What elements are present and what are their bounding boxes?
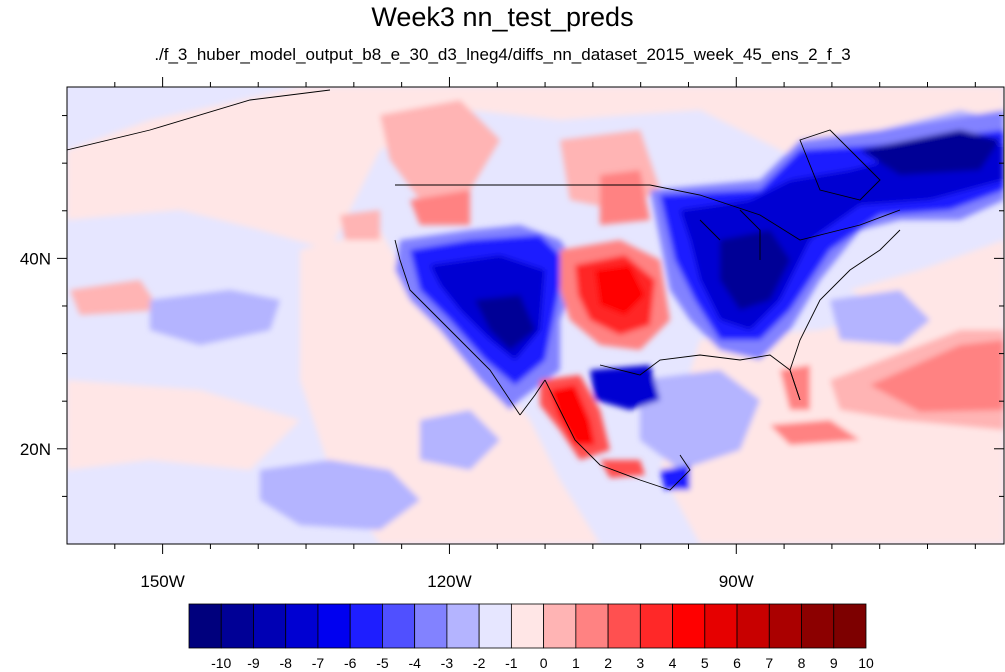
anomaly-field	[67, 87, 1004, 544]
colorbar-label: 0	[540, 655, 548, 671]
colorbar-swatch	[253, 603, 287, 649]
colorbar-swatch	[188, 603, 222, 649]
colorbar-swatch	[768, 603, 802, 649]
colorbar-label: -9	[247, 655, 260, 671]
colorbar-swatch	[833, 603, 867, 649]
colorbar-swatch	[736, 603, 770, 649]
colorbar-label: 5	[701, 655, 709, 671]
colorbar-swatch	[220, 603, 254, 649]
colorbar-label: 6	[733, 655, 741, 671]
colorbar-swatch	[543, 603, 577, 649]
colorbar-label: -4	[408, 655, 421, 671]
colorbar-label: 1	[572, 655, 580, 671]
colorbar-swatch	[639, 603, 673, 649]
colorbar-label: -6	[344, 655, 357, 671]
x-tick-label: 90W	[719, 572, 754, 591]
colorbar-label: 10	[858, 655, 874, 671]
colorbar-swatch	[575, 603, 609, 649]
map-title: Week3 nn_test_preds	[371, 2, 634, 32]
colorbar-label: 8	[798, 655, 806, 671]
colorbar-label: 4	[669, 655, 677, 671]
colorbar-swatch	[607, 603, 641, 649]
colorbar-swatch	[672, 603, 706, 649]
colorbar-swatch	[510, 603, 545, 649]
colorbar-label: -8	[279, 655, 292, 671]
x-tick-label: 150W	[140, 572, 184, 591]
colorbar-label: 3	[636, 655, 644, 671]
colorbar-swatch	[349, 603, 383, 649]
plot-border	[66, 86, 1005, 545]
colorbar-label: -5	[376, 655, 389, 671]
colorbar-swatch	[414, 603, 448, 649]
colorbar-label: -2	[473, 655, 486, 671]
colorbar: -10 -9 -8 -7 -6 -5 -4 -3 -2 -1 0 1 2 3 4 5 6 7 8 9 10	[188, 603, 874, 671]
colorbar-swatch	[478, 603, 512, 649]
colorbar-label: 2	[604, 655, 612, 671]
colorbar-label: -3	[441, 655, 454, 671]
colorbar-swatch	[446, 603, 480, 649]
map-subtitle: ./f_3_huber_model_output_b8_e_30_d3_lneg…	[154, 45, 851, 64]
colorbar-label: 7	[765, 655, 773, 671]
x-tick-label: 120W	[427, 572, 471, 591]
colorbar-label: -10	[211, 655, 231, 671]
colorbar-swatch	[704, 603, 738, 649]
colorbar-label: -1	[505, 655, 518, 671]
y-tick-label: 40N	[20, 249, 51, 268]
axis-ticks: 150W 120W 90W 40N 20N	[20, 77, 1004, 591]
y-tick-label: 20N	[20, 440, 51, 459]
colorbar-swatch	[285, 603, 319, 649]
colorbar-label: 9	[830, 655, 838, 671]
map-frame	[66, 86, 1005, 545]
colorbar-swatch	[382, 603, 416, 649]
colorbar-swatch	[801, 603, 835, 649]
colorbar-swatch	[317, 603, 351, 649]
colorbar-label: -7	[312, 655, 325, 671]
